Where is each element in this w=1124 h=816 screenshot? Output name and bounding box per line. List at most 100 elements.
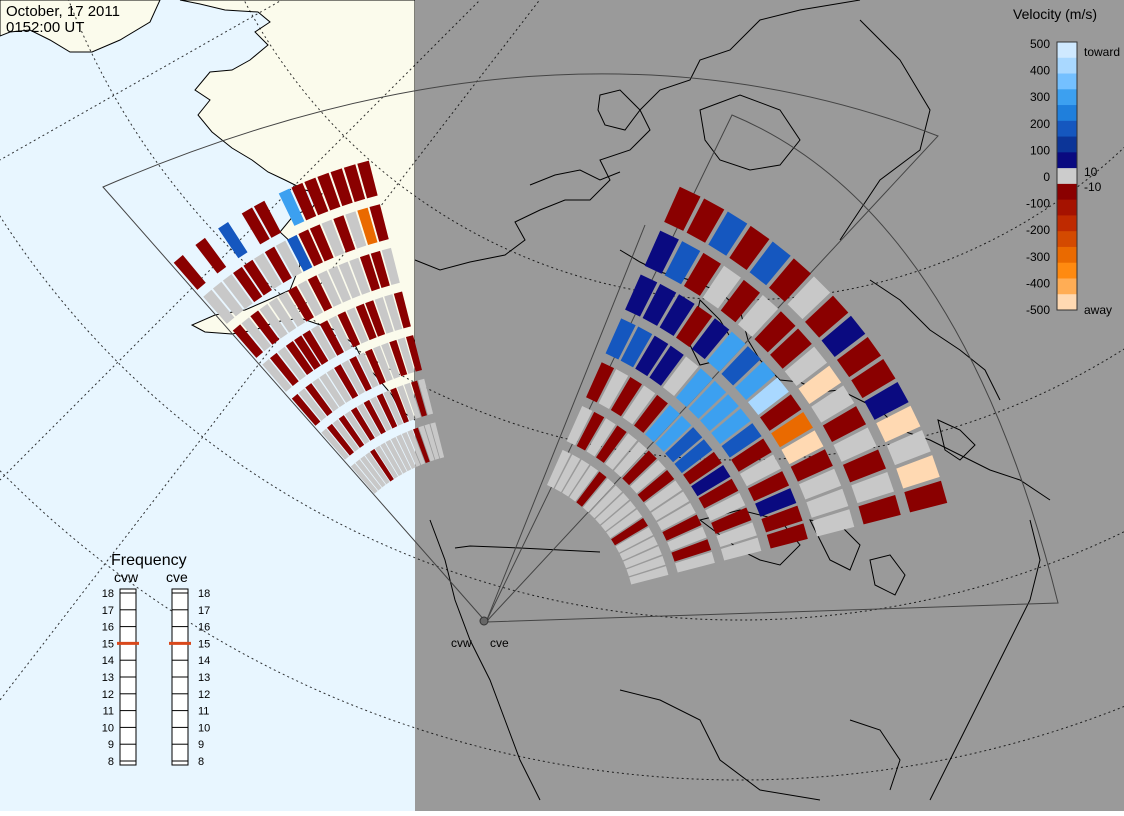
frequency-radar-label: cve: [166, 569, 188, 585]
scatter-cell: [396, 434, 416, 469]
scatter-cell: [790, 449, 833, 482]
scatter-cell: [610, 376, 642, 417]
frequency-indicator: Frequency cvw cve 1817161514131211109818…: [102, 552, 211, 768]
scatter-cell: [655, 415, 692, 452]
time-label: 0152:00 UT: [6, 19, 84, 36]
scatter-cell: [404, 382, 421, 419]
scatter-cell: [626, 556, 666, 577]
scatter-cell: [338, 415, 365, 448]
scatter-cell: [667, 526, 707, 552]
scatter-cell: [716, 522, 757, 548]
frequency-tick-label: 17: [102, 605, 114, 617]
scatter-cell: [787, 276, 831, 320]
scatter-cell: [904, 480, 948, 513]
scatter-cell: [822, 406, 867, 442]
frequency-tick-label: 15: [198, 638, 210, 650]
scatter-cell: [644, 480, 683, 512]
scatter-cell: [370, 448, 394, 482]
frequency-tick-label: 17: [198, 605, 210, 617]
scatter-cell: [806, 488, 849, 518]
frequency-tick-label: 16: [198, 622, 210, 634]
scatter-cell: [328, 315, 352, 352]
scatter-cell: [698, 478, 739, 509]
scatter-cell: [586, 362, 615, 403]
colorbar-swatch: [1057, 57, 1077, 75]
scatter-cell: [706, 331, 746, 372]
colorbar-swatch: [1057, 231, 1077, 248]
colorbar-tick-label: -100: [1026, 197, 1050, 211]
scatter-cell: [311, 325, 337, 361]
radar-site-label: cvw: [451, 636, 472, 650]
colorbar-swatch: [1057, 136, 1077, 153]
scatter-cell: [637, 470, 675, 503]
scatter-cell: [291, 393, 321, 426]
scatter-cell: [250, 310, 280, 345]
colorbar-tick-label: 300: [1030, 90, 1050, 104]
scatter-cell: [334, 364, 359, 399]
scatter-cell: [589, 485, 623, 519]
scatter-cell: [729, 225, 770, 270]
scatter-cell: [232, 324, 264, 358]
scatter-cell: [674, 439, 713, 474]
scatter-cell: [586, 418, 616, 457]
colorbar-swatch: [1057, 183, 1077, 201]
scatter-cell: [770, 328, 812, 369]
colorbar-swatch: [1057, 42, 1077, 59]
scatter-cell: [755, 488, 797, 517]
scatter-cell: [781, 430, 824, 465]
frequency-tick-label: 10: [198, 722, 210, 734]
scatter-cell: [411, 380, 427, 417]
arctic-coast: [0, 0, 161, 53]
frequency-tick-label: 18: [102, 588, 114, 600]
colorbar-title: Velocity (m/s): [1013, 6, 1097, 22]
frequency-tick-label: 10: [102, 722, 114, 734]
scatter-cell: [212, 281, 244, 317]
scatter-cell: [381, 342, 400, 379]
scatter-cell: [554, 454, 581, 493]
scatter-cell: [688, 380, 727, 419]
scatter-cell: [771, 412, 813, 448]
cvw-scatter-cells: [173, 160, 445, 494]
scatter-cell: [634, 394, 668, 433]
scatter-cell: [812, 509, 855, 537]
colorbar-tick-label: -300: [1026, 250, 1050, 264]
scatter-cell: [357, 207, 378, 246]
scatter-cell: [700, 394, 739, 432]
scatter-cell: [605, 318, 636, 360]
scatter-cell: [365, 300, 386, 337]
scatter-cell: [384, 294, 403, 331]
scatter-cell: [337, 311, 361, 348]
colorbar-tick-label: 0: [1043, 170, 1050, 184]
scatter-cell: [350, 463, 378, 494]
timestamp: October, 17 2011 0152:00 UT: [6, 3, 120, 36]
scatter-cell: [401, 431, 421, 467]
radar-site-marker: [479, 616, 489, 626]
scatter-cell: [805, 295, 849, 338]
scatter-cell: [662, 356, 699, 397]
scatter-cell: [243, 259, 272, 296]
scatter-cell: [321, 219, 345, 257]
scatter-cell: [195, 237, 227, 274]
scatter-cell: [302, 330, 329, 365]
scatter-cell: [747, 471, 790, 502]
scatter-cell: [343, 164, 366, 203]
scatter-cell: [760, 394, 802, 431]
scatter-cell: [397, 337, 415, 374]
scatter-cell: [671, 539, 712, 562]
scatter-cell: [355, 303, 377, 341]
colorbar-swatch: [1057, 120, 1077, 138]
scatter-cell: [424, 423, 440, 460]
scatter-cell: [241, 207, 270, 245]
scatter-cell: [784, 346, 828, 387]
radar-site-cvw: cvw: [451, 616, 489, 650]
scatter-cell: [360, 455, 386, 488]
colorbar-tick-label: -500: [1026, 303, 1050, 317]
scatter-cell: [312, 378, 339, 412]
colorbar-swatch: [1057, 168, 1077, 185]
scatter-cell: [576, 411, 605, 451]
scatter-cell: [317, 270, 342, 307]
scatter-cell: [370, 250, 390, 288]
scatter-cell: [269, 352, 299, 387]
frequency-tick-label: 13: [102, 672, 114, 684]
scatter-cell: [330, 168, 353, 207]
